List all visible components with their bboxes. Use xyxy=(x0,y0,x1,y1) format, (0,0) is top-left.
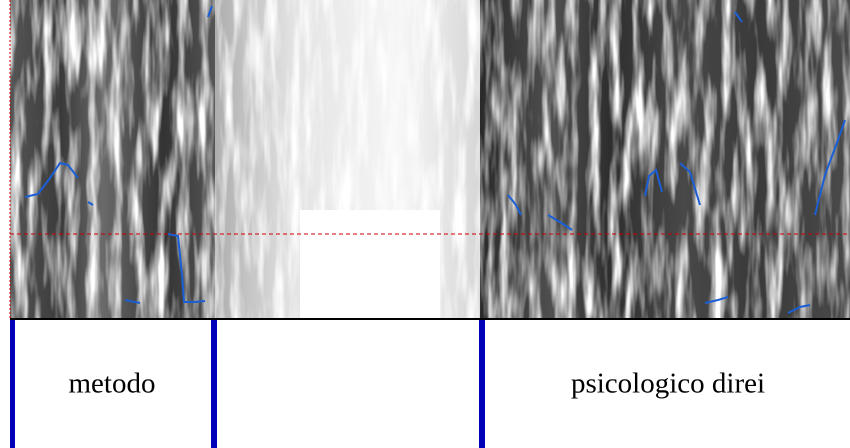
interval-label[interactable]: metodo xyxy=(69,368,156,400)
pitch-track xyxy=(24,5,846,314)
tier-boundaries xyxy=(10,320,485,448)
text-tier xyxy=(0,320,850,448)
interval-label[interactable]: psicologico direi xyxy=(571,368,765,400)
spectrogram xyxy=(9,0,850,318)
